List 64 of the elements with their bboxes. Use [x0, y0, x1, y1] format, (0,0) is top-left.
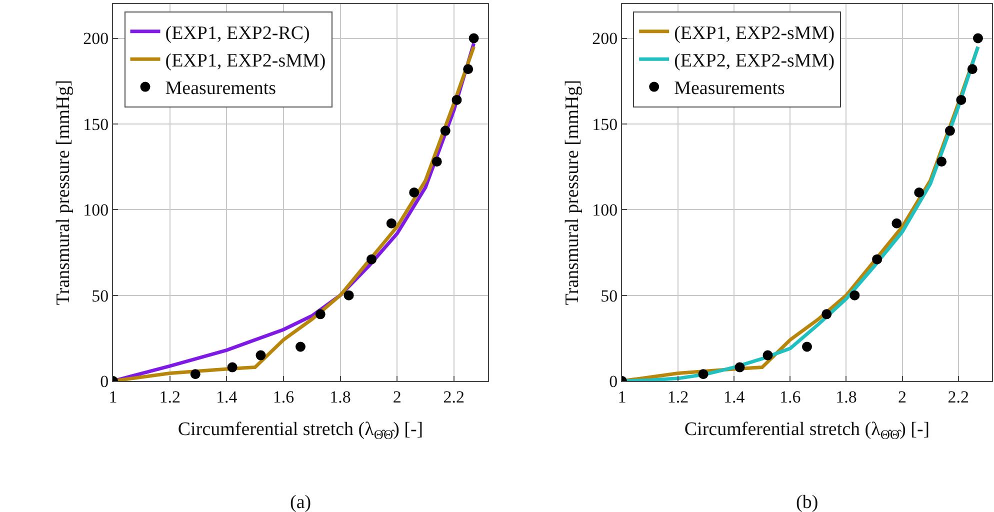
- x-tick-label: 1.8: [330, 387, 351, 406]
- x-axis-title: Circumferential stretch (λ$_{Θ̂Θ̂}$) [-]: [684, 419, 930, 442]
- x-tick-label: 1.2: [667, 387, 689, 406]
- legend-label: (EXP1, EXP2-sMM): [674, 22, 835, 44]
- point: [972, 33, 983, 44]
- y-tick-label: 150: [592, 114, 618, 134]
- point: [432, 156, 442, 167]
- point: [944, 126, 955, 136]
- point: [956, 94, 966, 105]
- y-tick-label: 200: [592, 29, 618, 48]
- y-axis-title: Transmural pressure [mmHg]: [52, 80, 74, 306]
- point: [296, 342, 306, 352]
- y-tick-label: 50: [600, 286, 618, 306]
- point: [463, 64, 474, 74]
- point: [386, 218, 396, 228]
- legend-label: (EXP2, EXP2-sMM): [674, 50, 835, 72]
- y-tick-label: 100: [592, 200, 618, 220]
- point: [872, 254, 882, 264]
- x-axis-title: Circumferential stretch (λ$_{Θ̂Θ̂}$) [-]: [178, 419, 424, 442]
- point: [802, 342, 812, 352]
- x-tick-label: 2: [392, 387, 402, 406]
- point: [344, 290, 354, 300]
- point: [914, 188, 924, 198]
- point: [227, 362, 238, 372]
- point: [452, 94, 462, 105]
- legend-label: (EXP1, EXP2-sMM): [165, 50, 326, 72]
- x-tick-label: 2.2: [948, 387, 969, 406]
- point: [762, 350, 773, 360]
- point: [822, 309, 832, 320]
- legend-label: (EXP1, EXP2-RC): [165, 22, 310, 44]
- point: [409, 188, 420, 198]
- legend-label: Measurements: [674, 78, 785, 100]
- point: [256, 350, 266, 360]
- y-tick-label: 0: [100, 372, 109, 391]
- point: [698, 369, 708, 380]
- y-tick-label: 200: [83, 29, 109, 48]
- y-tick-label: 0: [609, 372, 618, 391]
- text: (b): [796, 492, 818, 512]
- x-tick-label: 1.6: [780, 387, 801, 406]
- x-tick-label: 1: [618, 387, 626, 406]
- y-tick-label: 50: [92, 286, 109, 306]
- x-tick-label: 1.4: [216, 387, 238, 406]
- legend-label: Measurements: [165, 78, 276, 100]
- text: (a): [290, 492, 312, 512]
- point: [892, 218, 902, 228]
- y-tick-label: 100: [83, 200, 109, 220]
- x-tick-label: 2: [898, 387, 907, 406]
- x-tick-label: 1.8: [836, 387, 857, 406]
- point: [440, 126, 450, 136]
- point: [850, 290, 860, 300]
- y-axis-title: Transmural pressure [mmHg]: [562, 80, 583, 306]
- point: [315, 309, 326, 320]
- point: [468, 33, 479, 44]
- point: [366, 254, 377, 264]
- x-tick-label: 1.6: [272, 387, 294, 406]
- point: [190, 369, 200, 380]
- y-tick-label: 150: [83, 114, 109, 134]
- x-tick-label: 1: [108, 387, 118, 406]
- x-tick-label: 1.4: [723, 387, 746, 406]
- point: [936, 156, 947, 167]
- x-tick-label: 2.2: [443, 387, 465, 406]
- point: [967, 64, 978, 74]
- x-tick-label: 1.2: [159, 387, 180, 406]
- point: [734, 362, 745, 372]
